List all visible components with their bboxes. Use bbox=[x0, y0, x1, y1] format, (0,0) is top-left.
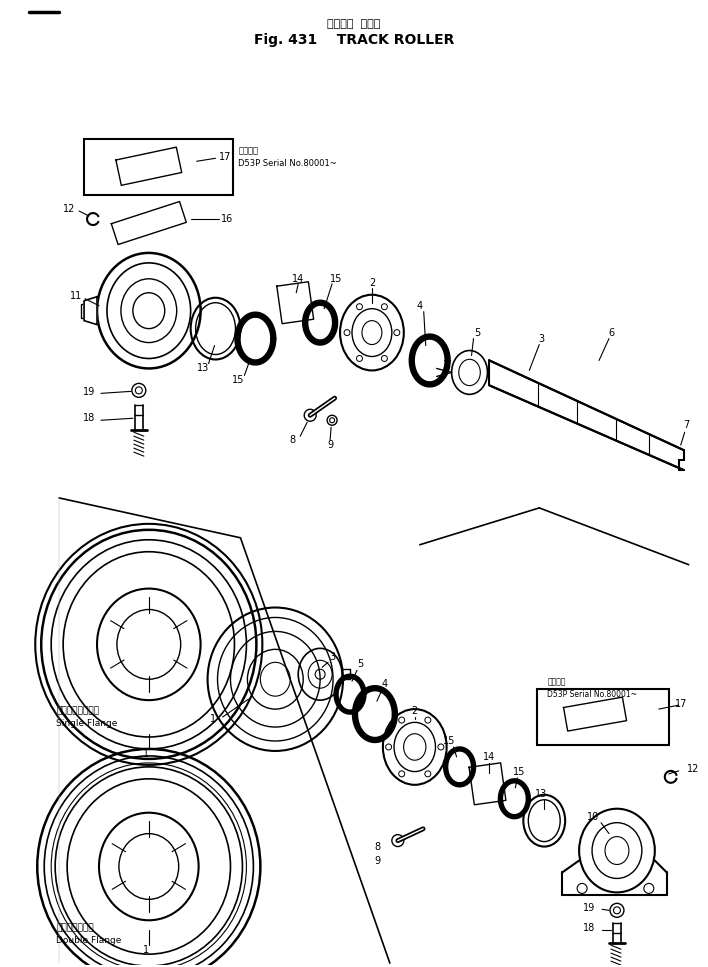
Circle shape bbox=[132, 383, 146, 397]
Text: 適用番号: 適用番号 bbox=[547, 678, 566, 687]
Text: 18: 18 bbox=[583, 923, 595, 933]
Text: 4: 4 bbox=[382, 679, 388, 689]
Text: 7: 7 bbox=[683, 421, 690, 430]
Circle shape bbox=[327, 415, 337, 425]
Polygon shape bbox=[469, 763, 506, 805]
Text: 13: 13 bbox=[535, 789, 547, 799]
Bar bbox=[81, 304, 87, 317]
Polygon shape bbox=[444, 747, 476, 787]
Text: シングルフランジ: シングルフランジ bbox=[56, 707, 99, 716]
Text: D53P Serial No.80001~: D53P Serial No.80001~ bbox=[239, 159, 337, 167]
Polygon shape bbox=[303, 300, 338, 345]
Circle shape bbox=[304, 409, 316, 422]
Polygon shape bbox=[409, 334, 450, 387]
Text: 17: 17 bbox=[219, 152, 231, 162]
Text: 16: 16 bbox=[220, 214, 233, 224]
Text: 19: 19 bbox=[83, 388, 95, 397]
Text: 9: 9 bbox=[375, 856, 381, 865]
Circle shape bbox=[577, 884, 587, 894]
Text: 12: 12 bbox=[687, 764, 699, 774]
Text: 1: 1 bbox=[210, 714, 216, 724]
Polygon shape bbox=[489, 361, 684, 470]
Polygon shape bbox=[84, 297, 97, 325]
Text: 18: 18 bbox=[83, 413, 95, 424]
Text: 12: 12 bbox=[63, 204, 75, 214]
Text: 11: 11 bbox=[70, 291, 82, 301]
Text: 2: 2 bbox=[369, 278, 375, 288]
Text: 5: 5 bbox=[357, 659, 363, 669]
Polygon shape bbox=[334, 674, 366, 714]
Text: 19: 19 bbox=[583, 903, 595, 913]
Text: トラック  ローラ: トラック ローラ bbox=[327, 18, 381, 29]
Circle shape bbox=[610, 903, 624, 918]
Text: Fig. 431    TRACK ROLLER: Fig. 431 TRACK ROLLER bbox=[253, 33, 455, 46]
Polygon shape bbox=[498, 778, 530, 819]
Text: 6: 6 bbox=[608, 328, 614, 337]
Text: 1: 1 bbox=[143, 748, 149, 759]
Polygon shape bbox=[353, 686, 397, 743]
Text: ダブルフランジ: ダブルフランジ bbox=[56, 923, 93, 933]
Circle shape bbox=[392, 835, 404, 846]
Text: 14: 14 bbox=[484, 752, 496, 762]
Circle shape bbox=[644, 884, 653, 894]
Polygon shape bbox=[116, 147, 182, 186]
Text: 13: 13 bbox=[197, 364, 209, 373]
Text: 15: 15 bbox=[330, 274, 342, 283]
Text: 9: 9 bbox=[327, 440, 333, 451]
Text: 10: 10 bbox=[587, 811, 599, 822]
Text: 15: 15 bbox=[513, 767, 525, 777]
Text: 3: 3 bbox=[538, 334, 544, 343]
Bar bbox=[537, 689, 669, 745]
Text: 3: 3 bbox=[329, 653, 335, 662]
Text: 2: 2 bbox=[411, 706, 418, 717]
Text: 1: 1 bbox=[143, 945, 149, 955]
Text: Single Flange: Single Flange bbox=[56, 718, 118, 727]
Text: Double Flange: Double Flange bbox=[56, 936, 122, 945]
Text: 4: 4 bbox=[417, 301, 423, 310]
Text: 8: 8 bbox=[289, 435, 295, 445]
Bar bbox=[84, 139, 234, 195]
Text: 17: 17 bbox=[675, 699, 687, 709]
Polygon shape bbox=[235, 312, 276, 365]
Text: 15: 15 bbox=[232, 375, 245, 386]
Polygon shape bbox=[564, 697, 627, 731]
Text: 5: 5 bbox=[474, 328, 481, 337]
Text: 適用番号: 適用番号 bbox=[239, 147, 258, 156]
Polygon shape bbox=[277, 281, 314, 324]
Text: 15: 15 bbox=[443, 736, 456, 746]
Polygon shape bbox=[111, 201, 186, 245]
Text: D53P Serial No.80001~: D53P Serial No.80001~ bbox=[547, 689, 637, 699]
Text: 14: 14 bbox=[292, 274, 304, 283]
Text: 8: 8 bbox=[375, 841, 381, 852]
